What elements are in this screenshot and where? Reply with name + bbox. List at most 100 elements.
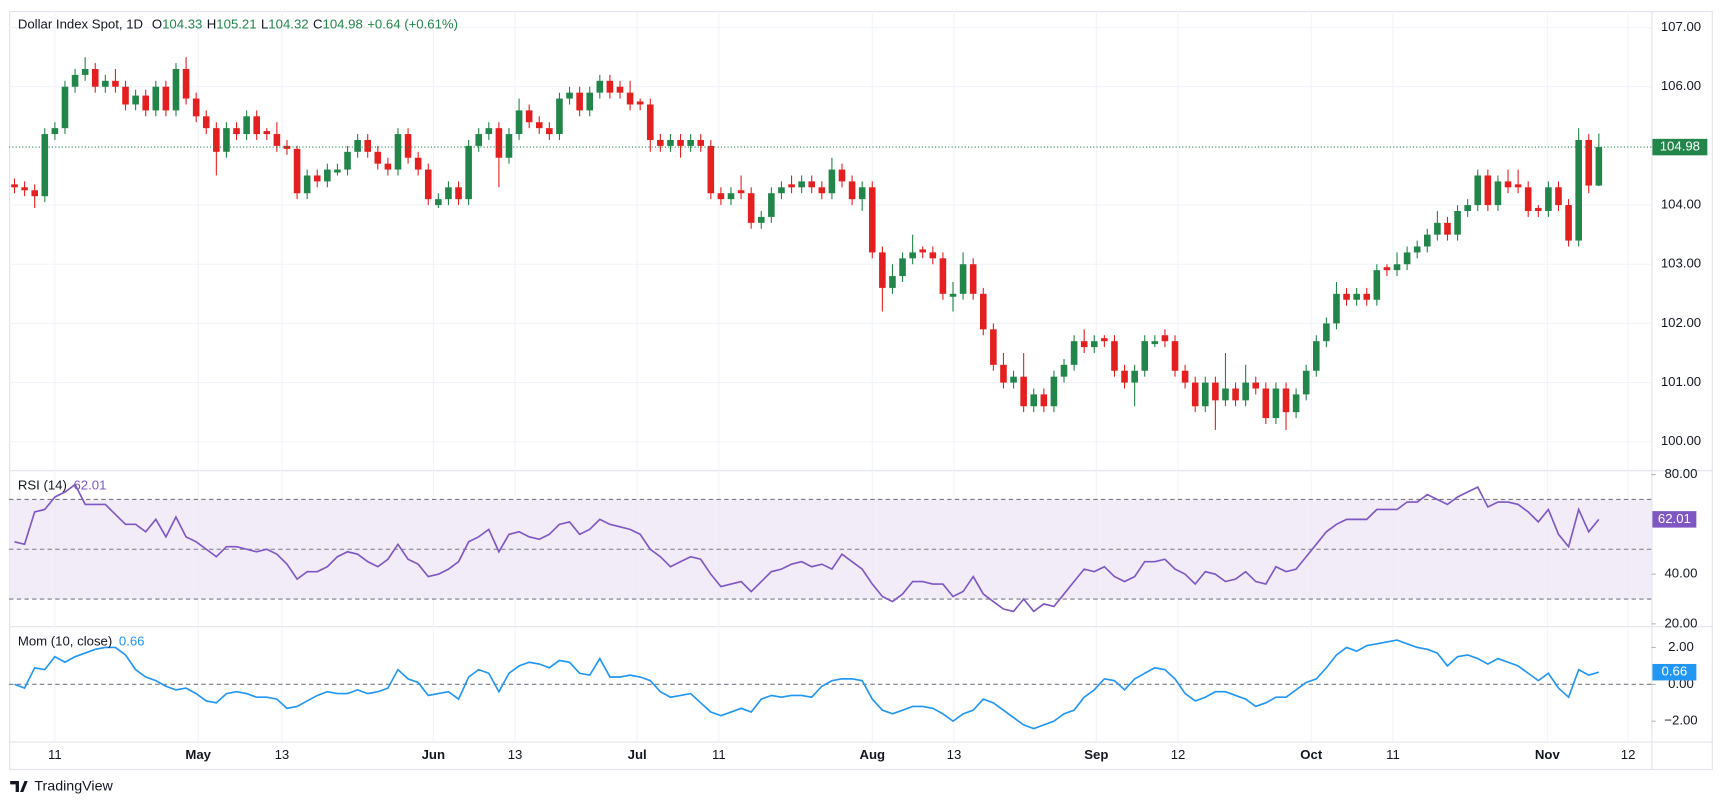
text-layer: 11 May 13 Jun 13 Jul 11 Aug 13 Sep 12 Oct 11 Nov 12 100… — [18, 17, 1708, 762]
price-change: +0.64 (+0.61%) — [367, 17, 458, 32]
candle-body — [808, 181, 816, 188]
candle-body — [313, 175, 321, 182]
candle-body — [929, 252, 937, 259]
candle-body — [990, 329, 997, 365]
chart-header: Dollar Index Spot, 1D O104.33 H105.21 L104.… — [18, 17, 458, 32]
candle-body — [626, 92, 634, 105]
candle-body — [1383, 267, 1391, 271]
candle-body — [596, 80, 604, 93]
candle-body — [41, 134, 49, 197]
candle-body — [1121, 370, 1128, 383]
x-tick-label: 13 — [947, 747, 962, 762]
candle-body — [778, 187, 785, 194]
candle-body — [636, 101, 644, 105]
candle-body — [1585, 139, 1593, 186]
candle-body — [667, 139, 674, 146]
candle-body — [293, 148, 301, 194]
candle-body — [818, 187, 826, 194]
x-tick-label: Aug — [859, 747, 885, 762]
candle-body — [172, 68, 180, 111]
candle-body — [132, 95, 139, 105]
candle-body — [1000, 364, 1007, 383]
candle-body — [1454, 210, 1461, 235]
candle-body — [1504, 181, 1512, 188]
candle-body — [1535, 208, 1542, 211]
candle-body — [939, 258, 947, 294]
candle-body — [112, 80, 119, 87]
candle-body — [979, 293, 987, 330]
candle-body — [535, 122, 543, 129]
candle-body — [223, 128, 230, 152]
y-tick-label: 104.00 — [1661, 197, 1701, 212]
candle-body — [485, 128, 493, 135]
candle-body — [1444, 222, 1451, 235]
candle-body — [1242, 382, 1249, 401]
candle-body — [1020, 376, 1027, 407]
candle-body — [858, 187, 866, 200]
candle-body — [879, 252, 886, 288]
candle-body — [616, 86, 624, 93]
candle-body — [838, 169, 846, 182]
ohlc-key: L — [261, 17, 268, 32]
candle-body — [1080, 341, 1088, 348]
y-tick-label: 40.00 — [1664, 566, 1697, 581]
y-tick-label: 106.00 — [1661, 78, 1701, 93]
candle-body — [1302, 370, 1310, 395]
candle-body — [21, 187, 28, 191]
y-tick-label: 80.00 — [1664, 466, 1697, 481]
candle-body — [455, 187, 462, 200]
last-value-box — [1652, 663, 1697, 681]
indicator-title: Mom (10, close) — [18, 634, 112, 649]
chart-title: Dollar Index Spot, 1D — [18, 17, 143, 32]
candle-body — [81, 68, 89, 75]
candle-body — [1010, 376, 1017, 383]
candle-body — [465, 145, 472, 200]
candle-body — [606, 80, 614, 93]
candle-body — [253, 116, 261, 135]
candle-body — [303, 175, 311, 194]
ohlc-value: 105.21 — [216, 17, 256, 32]
candle-body — [1333, 293, 1340, 324]
candle-body — [798, 181, 805, 188]
indicator-line — [14, 639, 1600, 730]
candle-body — [1151, 341, 1159, 345]
ohlc-key: C — [313, 17, 323, 32]
candle-body — [546, 128, 553, 135]
y-tick-label: −2.00 — [1664, 713, 1697, 728]
candle-body — [1222, 388, 1229, 401]
candle-body — [646, 104, 654, 140]
candle-body — [788, 184, 795, 188]
ohlc-value: 104.32 — [268, 17, 308, 32]
y-tick-label: 101.00 — [1661, 374, 1701, 389]
last-price-label: 104.98 — [1660, 139, 1700, 154]
candle-body — [505, 134, 513, 158]
ohlc-key: O — [152, 17, 162, 32]
candle-body — [91, 68, 99, 87]
candle-body — [1413, 246, 1421, 253]
candle-body — [445, 187, 452, 200]
candle-body — [1252, 382, 1260, 389]
candle-body — [31, 190, 38, 197]
candle-body — [1555, 187, 1562, 206]
candle-body — [11, 184, 18, 188]
candle-body — [1292, 394, 1300, 413]
candle-body — [717, 193, 725, 200]
indicator-value: 62.01 — [73, 478, 106, 493]
candle-body — [324, 169, 331, 182]
candle-body — [1323, 323, 1330, 342]
candle-body — [1514, 184, 1522, 188]
y-tick-label: 102.00 — [1661, 315, 1701, 330]
candle-body — [273, 134, 281, 146]
candle-body — [374, 151, 382, 164]
candle-body — [1272, 388, 1280, 419]
candle-body — [152, 86, 160, 111]
candle-body — [1181, 370, 1189, 383]
candle-body — [1565, 205, 1572, 241]
candle-body — [1575, 139, 1582, 241]
candle-body — [1262, 388, 1270, 419]
candle-body — [868, 187, 876, 253]
x-tick-label: May — [185, 747, 211, 762]
last-price-box — [1652, 138, 1708, 156]
candle-body — [1101, 338, 1108, 342]
